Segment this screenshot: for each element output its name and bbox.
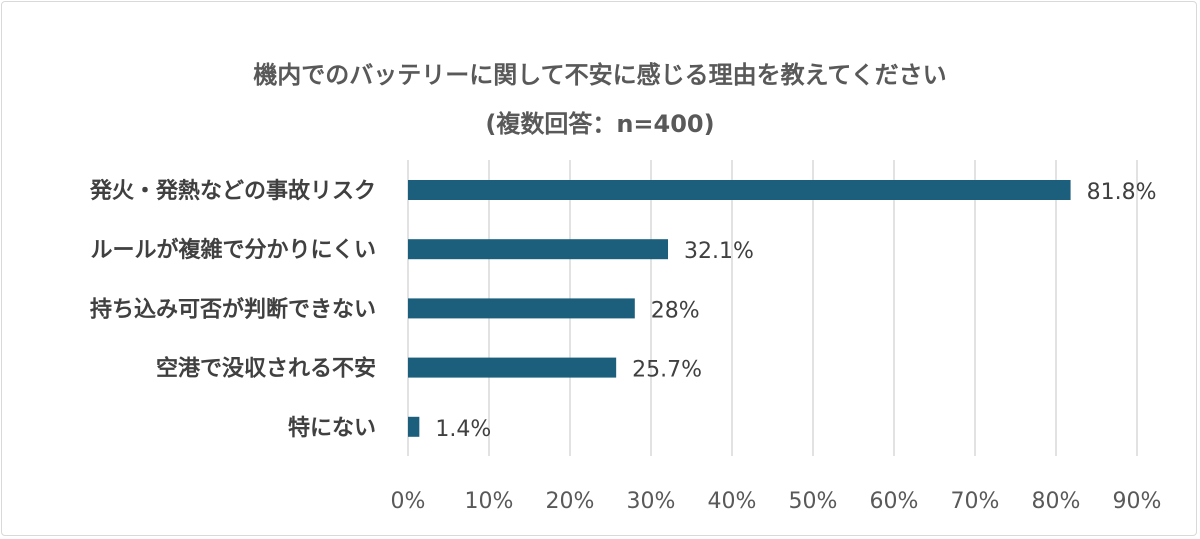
x-tick-label: 10% — [465, 489, 514, 514]
x-tick-label: 60% — [870, 489, 919, 514]
bar — [408, 298, 635, 319]
category-label: ルールが複雑で分かりにくい — [90, 237, 376, 263]
x-tick-label: 30% — [627, 489, 676, 514]
category-label: 発火・発熱などの事故リスク — [89, 178, 376, 204]
chart-subtitle: (複数回答：n=400) — [485, 110, 715, 138]
category-label: 空港で没収される不安 — [156, 356, 376, 382]
x-tick-label: 20% — [546, 489, 595, 514]
data-label: 81.8% — [1087, 180, 1157, 205]
bar — [408, 239, 669, 260]
x-tick-label: 70% — [951, 489, 1000, 514]
data-label: 28% — [651, 298, 700, 323]
x-tick-label: 50% — [789, 489, 838, 514]
x-tick-label: 80% — [1032, 489, 1081, 514]
data-label: 1.4% — [435, 417, 491, 442]
bar — [408, 357, 617, 378]
x-tick-label: 40% — [708, 489, 757, 514]
category-label: 持ち込み可否が判断できない — [90, 296, 376, 322]
bar — [408, 416, 420, 437]
data-label: 32.1% — [684, 239, 754, 264]
bar — [408, 180, 1071, 200]
category-label: 特にない — [288, 415, 376, 441]
x-tick-label: 90% — [1113, 489, 1162, 514]
data-label: 25.7% — [632, 358, 702, 383]
x-tick-label: 0% — [391, 489, 426, 514]
chart-title: 機内でのバッテリーに関して不安に感じる理由を教えてください — [253, 61, 947, 89]
